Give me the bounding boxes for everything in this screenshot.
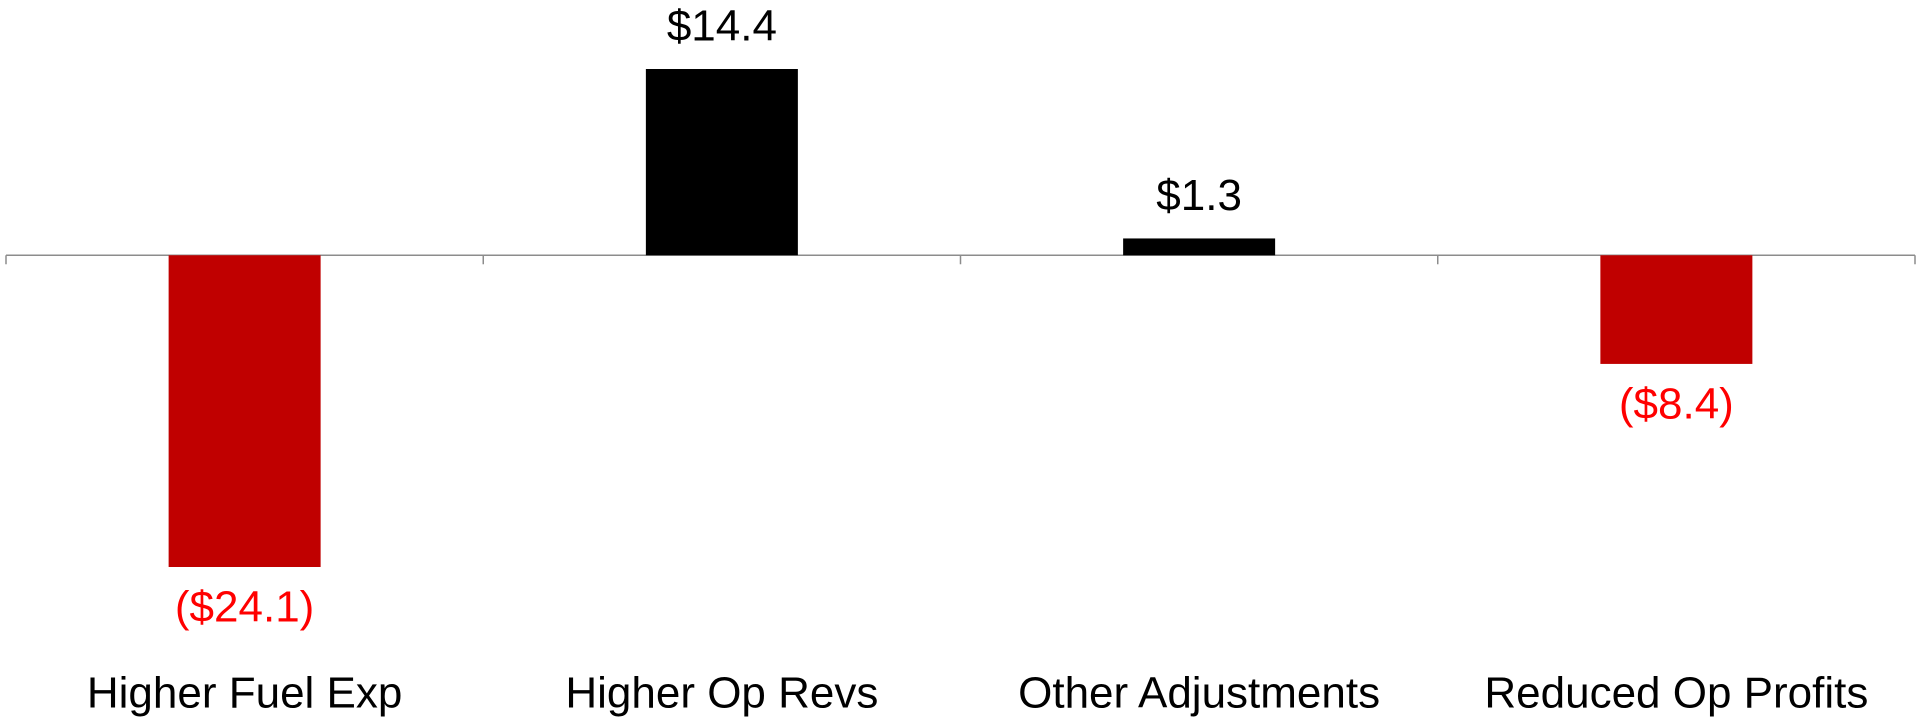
x-tick-label: Higher Op Revs [565,669,878,718]
x-tick-label: Reduced Op Profits [1484,669,1868,718]
x-tick-label: Other Adjustments [1018,669,1380,718]
data-label: $14.4 [667,2,777,51]
data-label: $1.3 [1156,171,1242,220]
data-label: ($24.1) [175,583,314,632]
bar [645,69,798,256]
data-label: ($8.4) [1619,380,1734,429]
bar [168,255,321,567]
bar [1123,238,1276,256]
bar [1600,255,1753,364]
x-tick-label: Higher Fuel Exp [87,669,402,718]
